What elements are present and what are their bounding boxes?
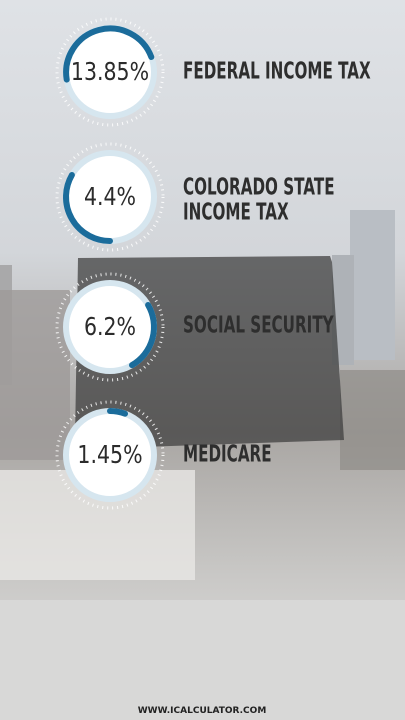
tax-label: COLORADO STATE: [183, 173, 335, 200]
gauge: [55, 142, 165, 252]
gauge: [55, 17, 165, 127]
tax-label: MEDICARE: [183, 440, 272, 467]
tax-label: FEDERAL INCOME TAX: [183, 57, 371, 84]
rate-value: 1.45%: [77, 441, 142, 469]
gauge: [55, 400, 165, 510]
rate-value: 4.4%: [84, 183, 136, 211]
tax-label: INCOME TAX: [183, 198, 289, 225]
gauge: [55, 272, 165, 382]
gauge-arc: [129, 302, 157, 369]
footer-url: WWW.ICALCULATOR.COM: [138, 706, 267, 716]
gauge-arc: [63, 172, 113, 244]
gauge-arc: [107, 408, 128, 417]
gauge-arc: [63, 25, 155, 83]
tax-label: SOCIAL SECURITY: [183, 311, 334, 338]
labels: FEDERAL INCOME TAX COLORADO STATE INCOME…: [183, 57, 371, 467]
rate-value: 6.2%: [84, 313, 136, 341]
rate-value: 13.85%: [71, 58, 149, 86]
